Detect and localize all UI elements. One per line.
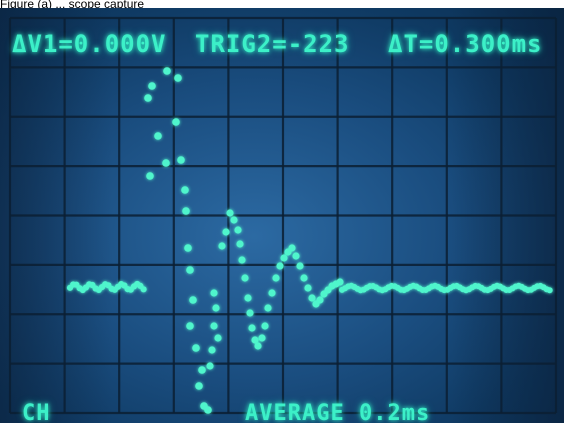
trace-dot	[208, 346, 216, 354]
trace-dot	[304, 284, 312, 292]
trace-dot	[162, 159, 170, 167]
trace-dot	[192, 344, 200, 352]
trace-dot	[210, 322, 218, 330]
trace-dot	[189, 296, 197, 304]
trace-dot	[210, 289, 218, 297]
trace-dot	[236, 240, 244, 248]
trace-dot	[222, 228, 230, 236]
trace-dot	[241, 274, 249, 282]
trace-dot	[140, 286, 147, 293]
trace-dot	[206, 362, 214, 370]
trace-dot	[238, 256, 246, 264]
trace-dot	[296, 262, 304, 270]
trace-dot	[195, 382, 203, 390]
delta-voltage-readout: ΔV1=0.000V	[12, 30, 167, 58]
trigger-readout: TRIG2=-223	[195, 30, 350, 58]
trace-dot	[212, 304, 220, 312]
trace-dot	[300, 274, 308, 282]
trace-dot	[214, 334, 222, 342]
waveform-trace	[66, 67, 553, 414]
channel-readout: CH	[22, 401, 51, 423]
trace-dot	[251, 336, 259, 344]
graticule-grid	[8, 16, 558, 415]
trace-dot	[234, 226, 242, 234]
trace-dot	[276, 262, 284, 270]
trace-dot	[144, 94, 152, 102]
trace-dot	[244, 294, 252, 302]
acquisition-mode-readout: AVERAGE 0.2ms	[245, 401, 431, 423]
oscilloscope-screen: ΔV1=0.000V TRIG2=-223 ΔT=0.300ms CH AVER…	[0, 8, 564, 423]
trace-dot	[316, 296, 324, 304]
trace-dot	[172, 118, 180, 126]
trace-dot	[264, 304, 272, 312]
trace-dot	[272, 274, 280, 282]
trace-dot	[204, 406, 212, 414]
trace-dot	[163, 67, 171, 75]
trace-dot	[288, 244, 296, 252]
trace-dot	[336, 278, 344, 286]
trace-dot	[177, 156, 185, 164]
trace-dot	[246, 309, 254, 317]
trace-dot	[146, 172, 154, 180]
trace-dot	[198, 366, 206, 374]
trace-dot	[248, 324, 256, 332]
trace-dot	[186, 266, 194, 274]
trace-dot	[184, 244, 192, 252]
trace-dot	[182, 207, 190, 215]
delta-time-readout: ΔT=0.300ms	[388, 30, 543, 58]
trace-dot	[261, 322, 269, 330]
trace-dot	[280, 254, 288, 262]
trace-dot	[226, 209, 234, 217]
scope-display	[8, 16, 558, 415]
trace-dot	[230, 216, 238, 224]
trace-dot	[292, 252, 300, 260]
trace-dot	[218, 242, 226, 250]
trace-dot	[254, 342, 262, 350]
figure-caption: Figure (a) ... scope capture	[0, 0, 145, 8]
trace-dot	[258, 334, 266, 342]
trace-dot	[546, 287, 553, 294]
trace-dot	[308, 294, 316, 302]
trace-dot	[181, 186, 189, 194]
trace-dot	[154, 132, 162, 140]
trace-dot	[148, 82, 156, 90]
trace-dot	[186, 322, 194, 330]
trace-dot	[268, 289, 276, 297]
trace-dot	[174, 74, 182, 82]
